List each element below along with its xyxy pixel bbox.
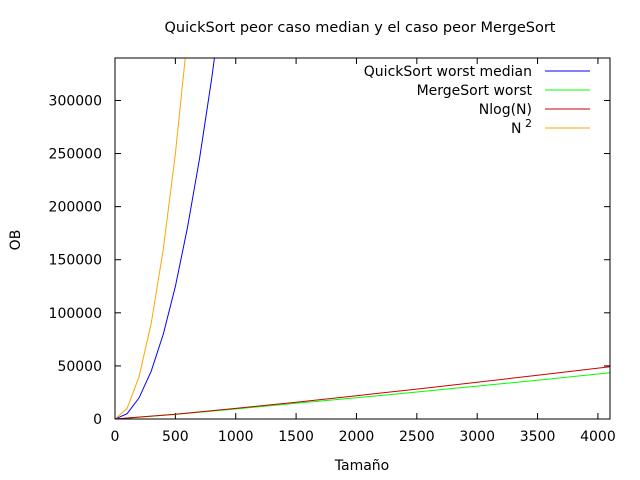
x-tick-label: 1500 <box>278 429 314 445</box>
y-tick-label: 150000 <box>49 253 102 269</box>
x-tick-label: 2000 <box>339 429 375 445</box>
x-tick-label: 500 <box>162 429 189 445</box>
y-tick-label: 200000 <box>49 200 102 216</box>
y-tick-label: 250000 <box>49 147 102 163</box>
chart-title: QuickSort peor caso median y el caso peo… <box>165 20 556 36</box>
tick-layer: 0 500 1000 1500 2000 2500 3000 3500 4000 0 50000 10… <box>49 58 616 445</box>
x-tick-label: 3500 <box>520 429 556 445</box>
x-tick-label: 2500 <box>399 429 435 445</box>
x-tick-label: 3000 <box>459 429 495 445</box>
y-tick-label: 50000 <box>57 359 102 375</box>
legend-label: QuickSort worst median <box>364 64 532 80</box>
legend-label: N 2 <box>511 117 532 137</box>
x-tick-label: 4000 <box>580 429 616 445</box>
series-line-4 <box>115 58 186 419</box>
series-line-2 <box>115 372 610 419</box>
plot-frame <box>114 57 611 420</box>
x-tick-label: 1000 <box>218 429 254 445</box>
x-axis-label: Tamaño <box>334 458 389 474</box>
legend-label: MergeSort worst <box>417 83 533 99</box>
x-tick-label: 0 <box>111 429 120 445</box>
series-line-1 <box>115 58 215 419</box>
y-axis-label: OB <box>8 230 24 251</box>
series-layer <box>115 58 610 419</box>
y-tick-label: 300000 <box>49 93 102 109</box>
y-tick-label: 0 <box>93 412 102 428</box>
legend-label: Nlog(N) <box>479 102 532 118</box>
series-line-3 <box>115 366 610 419</box>
y-tick-label: 100000 <box>49 306 102 322</box>
legend: QuickSort worst median MergeSort worst Nlo… <box>364 64 590 137</box>
